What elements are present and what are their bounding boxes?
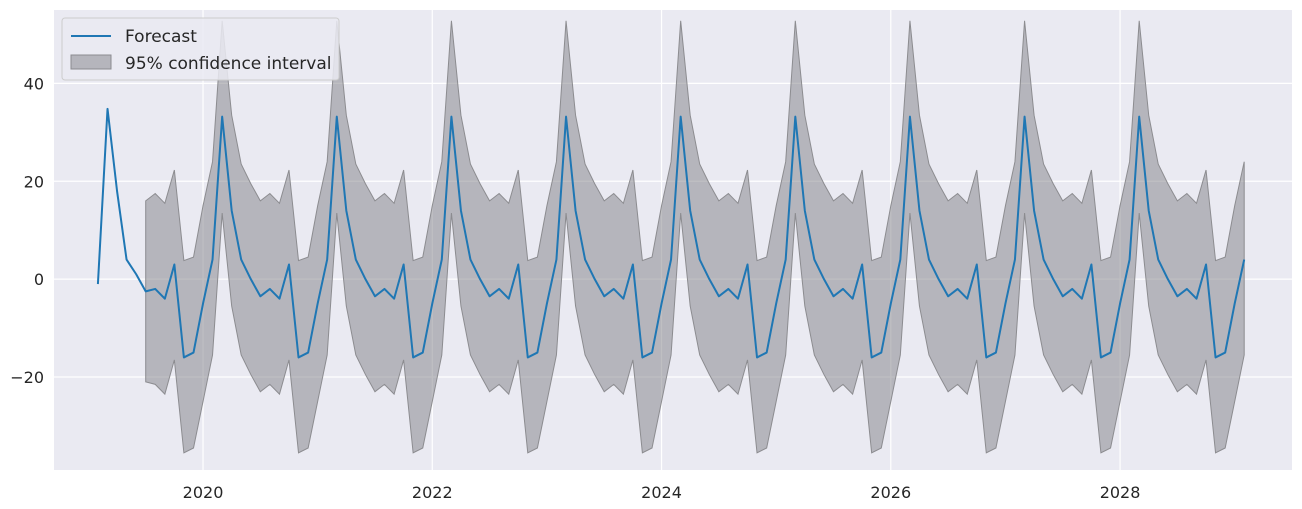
legend-ci-label: 95% confidence interval [125, 54, 331, 74]
y-tick-label: 40 [24, 74, 44, 93]
forecast-line [96, 107, 1246, 359]
x-tick-label: 2024 [641, 483, 682, 502]
legend-forecast-label: Forecast [125, 27, 197, 47]
y-tick-label: 0 [34, 270, 44, 289]
legend-ci-patch-icon [70, 54, 112, 70]
y-tick-label: −20 [10, 368, 44, 387]
x-tick-label: 2020 [183, 483, 224, 502]
y-tick-label: 20 [24, 172, 44, 191]
x-tick-label: 2026 [870, 483, 911, 502]
legend: Forecast 95% confidence interval [61, 17, 340, 81]
x-tick-label: 2022 [412, 483, 453, 502]
forecast-line-layer [96, 107, 1246, 359]
legend-frame [61, 17, 340, 81]
x-tick-label: 2028 [1100, 483, 1141, 502]
tick-labels: 2020 2022 2024 2026 2028 −20 0 20 40 [10, 74, 1140, 502]
